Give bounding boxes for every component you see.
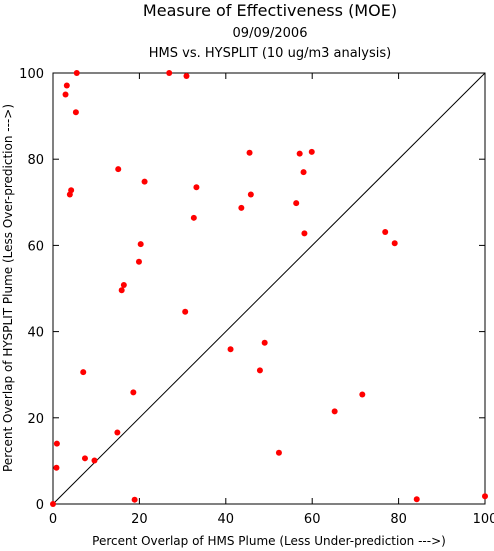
- data-point: [359, 391, 366, 398]
- data-point: [53, 464, 60, 471]
- data-point: [308, 148, 315, 155]
- x-tick-label: 80: [390, 512, 407, 527]
- data-point: [227, 346, 234, 353]
- data-point: [114, 429, 121, 436]
- data-point: [118, 287, 125, 294]
- data-point: [296, 150, 303, 157]
- y-tick-label: 0: [36, 498, 44, 513]
- plot-frame: [52, 72, 486, 505]
- chart-date: 09/09/2006: [233, 26, 308, 41]
- data-point: [53, 440, 60, 447]
- data-point: [413, 496, 420, 503]
- y-axis-ticks: 0 20 40 60 80 100: [19, 67, 485, 513]
- data-point: [182, 308, 189, 315]
- data-point: [183, 73, 190, 80]
- data-point: [131, 496, 138, 503]
- x-tick-label: 0: [49, 512, 57, 527]
- x-tick-label: 100: [473, 512, 494, 527]
- data-point: [73, 70, 80, 76]
- y-tick-label: 40: [27, 326, 44, 341]
- data-point: [166, 70, 173, 76]
- data-point: [81, 455, 88, 462]
- data-point: [68, 187, 75, 194]
- chart-title: Measure of Effectiveness (MOE): [143, 1, 397, 20]
- data-point: [141, 178, 148, 185]
- x-tick-label: 60: [304, 512, 321, 527]
- data-point: [62, 91, 69, 98]
- data-point: [135, 258, 142, 265]
- y-tick-label: 20: [27, 412, 44, 427]
- data-point: [382, 229, 389, 236]
- x-tick-label: 40: [218, 512, 235, 527]
- data-points: [50, 70, 488, 507]
- y-tick-label: 80: [27, 153, 44, 168]
- data-point: [115, 166, 122, 173]
- x-axis-ticks: 0 20 40 60 80 100: [49, 73, 494, 527]
- data-point: [301, 230, 308, 237]
- data-point: [331, 408, 338, 415]
- x-tick-label: 20: [131, 512, 148, 527]
- data-point: [261, 339, 268, 346]
- data-point: [482, 493, 488, 500]
- y-tick-label: 100: [19, 67, 44, 82]
- data-point: [256, 367, 263, 374]
- data-point: [247, 191, 254, 198]
- data-point: [137, 241, 144, 248]
- data-point: [246, 149, 253, 156]
- data-point: [293, 200, 300, 207]
- data-point: [120, 282, 127, 289]
- data-point: [63, 82, 70, 89]
- data-point: [50, 501, 56, 507]
- data-point: [391, 240, 398, 247]
- chart-subtitle: HMS vs. HYSPLIT (10 ug/m3 analysis): [149, 46, 391, 61]
- data-point: [300, 169, 307, 176]
- y-tick-label: 60: [27, 239, 44, 254]
- data-point: [238, 204, 245, 211]
- data-point: [193, 184, 200, 191]
- data-point: [130, 389, 137, 396]
- data-point: [91, 457, 98, 464]
- y-axis-label: Percent Overlap of HYSPLIT Plume (Less O…: [1, 104, 15, 472]
- data-point: [72, 109, 79, 116]
- x-axis-label: Percent Overlap of HMS Plume (Less Under…: [92, 534, 446, 548]
- one-to-one-diagonal: [52, 72, 486, 505]
- data-point: [190, 214, 197, 221]
- data-point: [80, 369, 87, 376]
- data-point: [275, 449, 282, 456]
